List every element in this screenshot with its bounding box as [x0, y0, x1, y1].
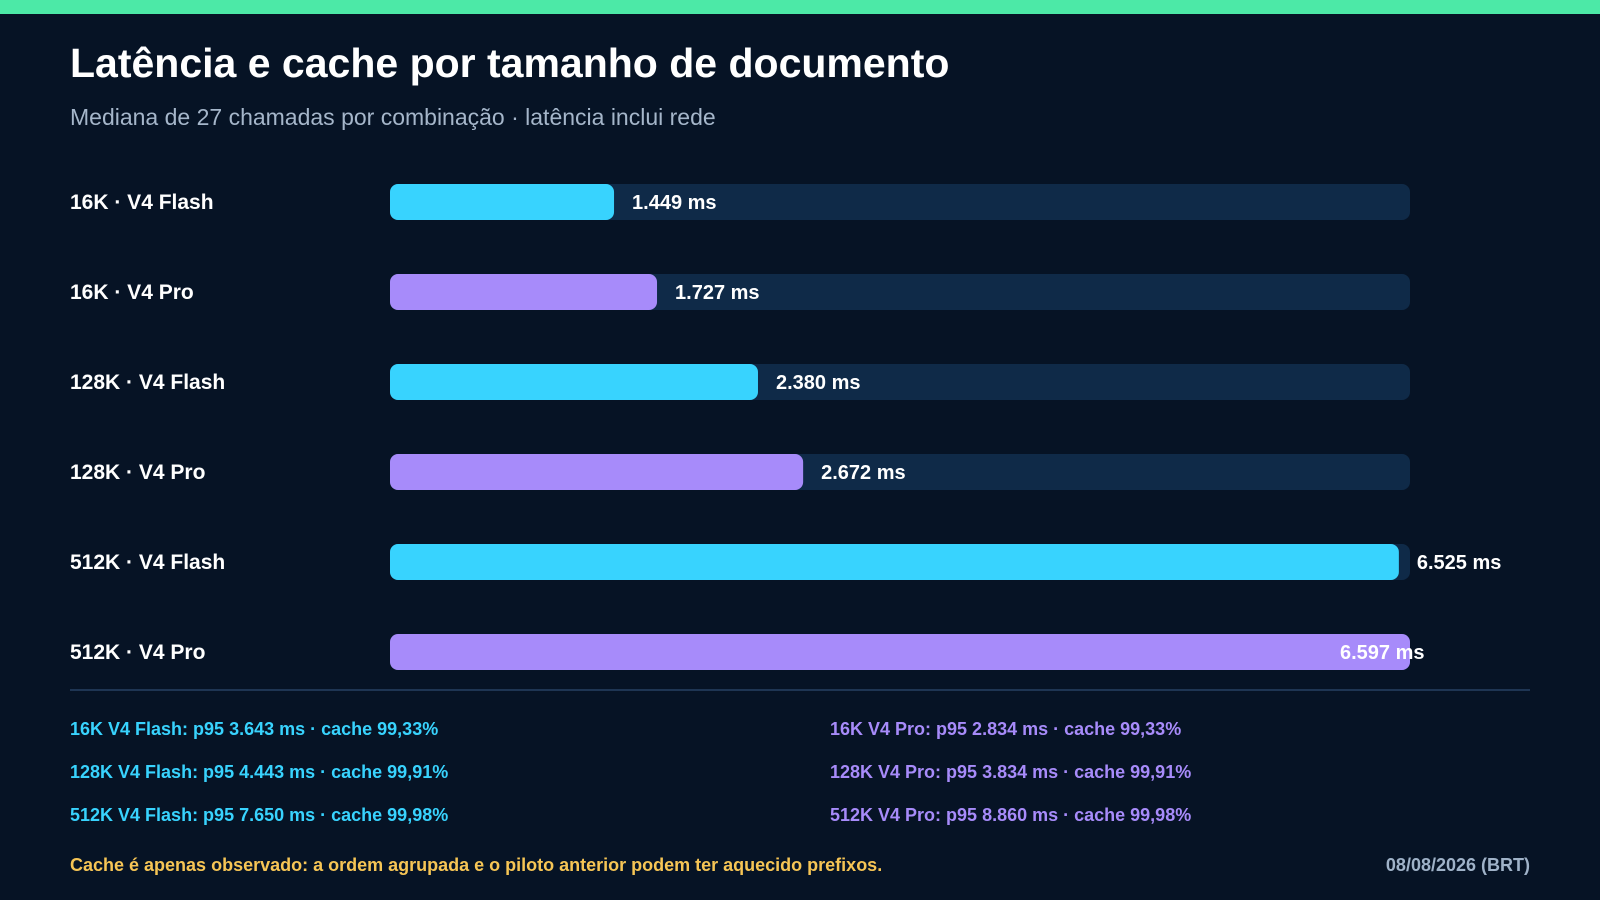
stat-flash-128k: 128K V4 Flash: p95 4.443 ms · cache 99,9… [70, 762, 449, 782]
bar-track-16k-v4-flash [390, 184, 1410, 220]
bar-16k-v4-pro [390, 274, 658, 310]
top-accent-bar [0, 0, 1600, 14]
category-label-16k-v4-flash: 16K · V4 Flash [70, 191, 214, 214]
bar-512k-v4-flash [390, 544, 1399, 580]
bar-128k-v4-pro [390, 454, 804, 490]
cache-footnote: Cache é apenas observado: a ordem agrupa… [70, 855, 883, 875]
value-label-128k-v4-flash: 2.380 ms [776, 372, 861, 394]
stat-flash-512k: 512K V4 Flash: p95 7.650 ms · cache 99,9… [70, 805, 449, 825]
category-label-128k-v4-flash: 128K · V4 Flash [70, 371, 225, 394]
stat-pro-512k: 512K V4 Pro: p95 8.860 ms · cache 99,98% [830, 805, 1192, 825]
bar-128k-v4-flash [390, 364, 758, 400]
chart-title: Latência e cache por tamanho de document… [70, 40, 950, 86]
date-stamp: 08/08/2026 (BRT) [1385, 855, 1530, 875]
value-label-16k-v4-flash: 1.449 ms [632, 192, 717, 214]
chart-subtitle: Mediana de 27 chamadas por combinação · … [70, 104, 716, 130]
value-label-512k-v4-pro: 6.597 ms [1340, 642, 1425, 664]
stat-pro-128k: 128K V4 Pro: p95 3.834 ms · cache 99,91% [830, 762, 1192, 782]
category-label-512k-v4-pro: 512K · V4 Pro [70, 641, 205, 664]
category-label-16k-v4-pro: 16K · V4 Pro [70, 281, 194, 304]
divider [70, 689, 1530, 691]
bar-16k-v4-flash [390, 184, 615, 220]
stat-flash-16k: 16K V4 Flash: p95 3.643 ms · cache 99,33… [70, 719, 439, 739]
bar-512k-v4-pro [390, 634, 1410, 670]
category-label-128k-v4-pro: 128K · V4 Pro [70, 461, 205, 484]
value-label-128k-v4-pro: 2.672 ms [821, 462, 906, 484]
value-label-16k-v4-pro: 1.727 ms [675, 282, 760, 304]
value-label-512k-v4-flash: 6.525 ms [1417, 552, 1502, 574]
stat-pro-16k: 16K V4 Pro: p95 2.834 ms · cache 99,33% [830, 719, 1182, 739]
category-label-512k-v4-flash: 512K · V4 Flash [70, 551, 225, 574]
